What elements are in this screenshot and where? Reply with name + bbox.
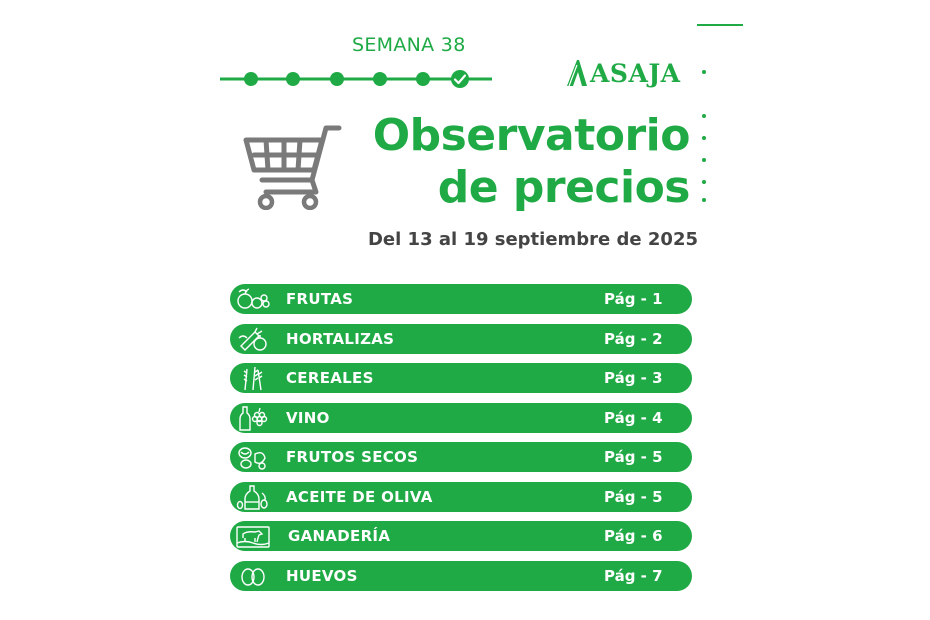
livestock-icon (236, 526, 270, 548)
section-page: Pág - 6 (604, 527, 663, 545)
section-row-cereales[interactable]: CEREALES Pág - 3 (230, 363, 692, 393)
section-label: FRUTAS (286, 290, 354, 308)
asaja-logo-mark (567, 60, 587, 87)
fruit-icon (237, 288, 270, 309)
section-row-huevos[interactable]: HUEVOS Pág - 7 (230, 560, 692, 591)
section-page: Pág - 1 (604, 290, 663, 308)
progress-dot (416, 72, 430, 86)
title-line-1: Observatorio (372, 110, 691, 161)
section-row-vino[interactable]: VINO Pág - 4 (230, 402, 692, 433)
week-label: SEMANA 38 (352, 34, 466, 56)
asaja-logo: ASAJA (566, 58, 681, 88)
section-page: Pág - 4 (604, 408, 663, 427)
checkmark-icon (451, 70, 469, 88)
section-row-frutos-secos[interactable]: FRUTOS SECOS Pág - 5 (230, 442, 692, 472)
section-page: Pág - 2 (604, 329, 663, 348)
date-range: Del 13 al 19 septiembre de 2025 (367, 229, 698, 250)
section-label: ACEITE DE OLIVA (286, 487, 433, 506)
progress-dot (330, 72, 344, 86)
section-label: HORTALIZAS (286, 329, 395, 348)
week-progress-track (220, 70, 492, 88)
section-label: VINO (286, 408, 330, 427)
brand-name: ASAJA (590, 58, 681, 88)
section-index: FRUTAS Pág - 1 HORTALIZAS Pág - 2 CEREAL… (230, 284, 692, 600)
section-label: GANADERÍA (288, 527, 391, 545)
section-page: Pág - 5 (604, 487, 663, 506)
progress-dot (373, 72, 387, 86)
nuts-icon (238, 447, 266, 470)
section-page: Pág - 3 (604, 369, 663, 387)
eggs-icon (241, 567, 265, 586)
section-row-frutas[interactable]: FRUTAS Pág - 1 (230, 284, 692, 314)
section-label: CEREALES (286, 369, 374, 387)
section-page: Pág - 7 (604, 566, 663, 585)
vegetables-icon (238, 327, 267, 351)
wine-icon (239, 405, 268, 431)
section-row-aceite-de-oliva[interactable]: ACEITE DE OLIVA Pág - 5 (230, 481, 692, 512)
wheat-icon (243, 366, 263, 391)
decorative-dots (702, 70, 708, 210)
section-row-ganaderia[interactable]: GANADERÍA Pág - 6 (230, 521, 692, 551)
decorative-line (697, 24, 743, 26)
page-title: Observatorio de precios (372, 110, 691, 214)
title-line-2: de precios (437, 162, 691, 213)
section-page: Pág - 5 (604, 448, 663, 466)
section-row-hortalizas[interactable]: HORTALIZAS Pág - 2 (230, 323, 692, 354)
progress-dot (244, 72, 258, 86)
progress-dot (286, 72, 300, 86)
section-label: FRUTOS SECOS (286, 448, 419, 466)
olive-oil-icon (236, 484, 268, 510)
section-label: HUEVOS (286, 566, 358, 585)
shopping-cart-icon (243, 125, 342, 210)
